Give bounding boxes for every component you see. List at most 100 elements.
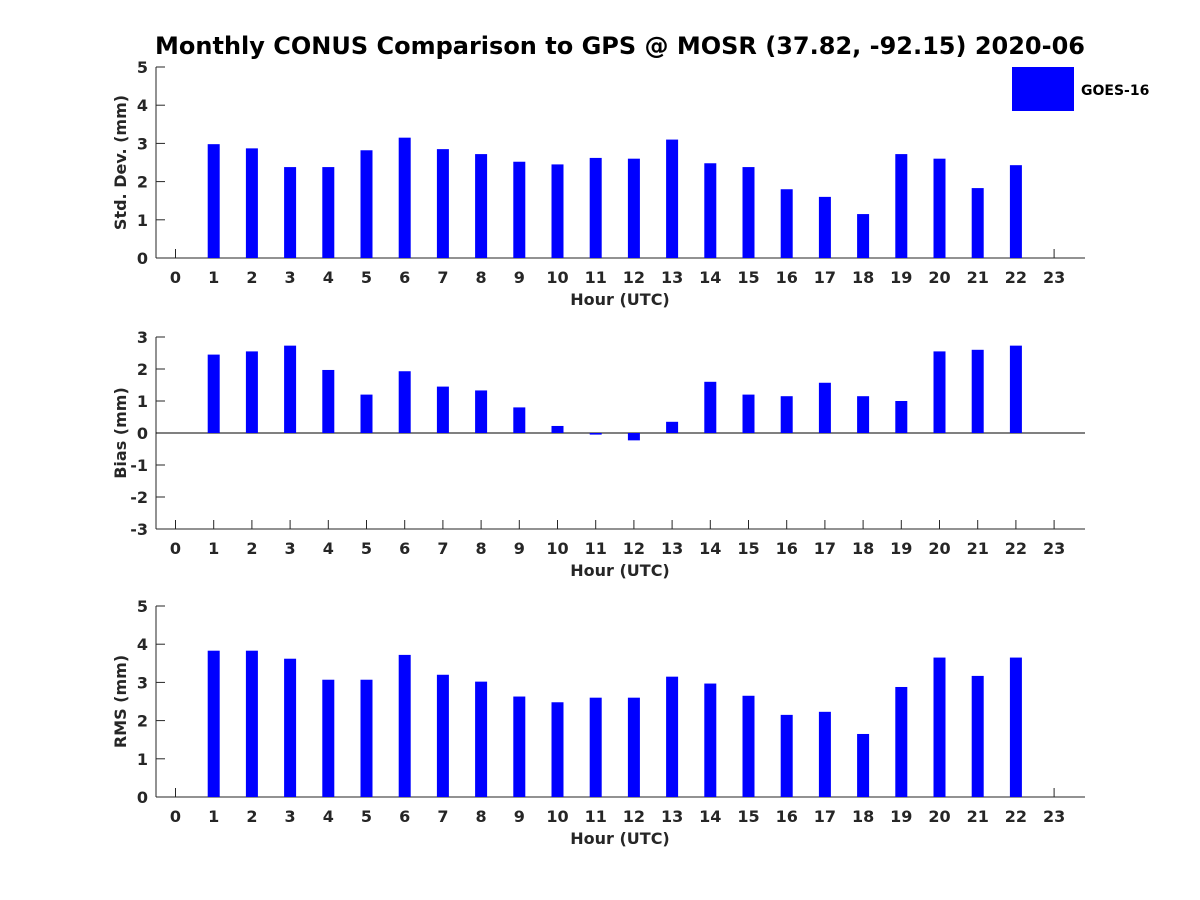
bar-hour-2 — [245, 351, 258, 433]
x-tick-label: 21 — [967, 268, 989, 287]
bar-hour-10 — [551, 425, 564, 433]
x-tick-label: 23 — [1043, 268, 1065, 287]
bar-hour-20 — [933, 657, 946, 797]
y-tick-label: 5 — [137, 58, 148, 77]
bar-hour-19 — [895, 154, 908, 258]
legend-label-goes-16: GOES-16 — [1081, 83, 1149, 99]
x-axis-label: Hour (UTC) — [570, 290, 670, 309]
bar-hour-9 — [513, 407, 526, 433]
bar-hour-17 — [818, 711, 831, 797]
x-tick-label: 10 — [546, 539, 568, 558]
x-tick-label: 22 — [1005, 268, 1027, 287]
bar-hour-21 — [971, 188, 984, 258]
x-tick-label: 3 — [285, 268, 296, 287]
x-tick-label: 4 — [323, 539, 334, 558]
x-tick-label: 14 — [699, 268, 721, 287]
x-tick-label: 16 — [776, 807, 798, 826]
x-tick-label: 0 — [170, 268, 181, 287]
y-tick-label: 0 — [137, 788, 148, 807]
y-tick-label: 3 — [137, 328, 148, 347]
bar-hour-4 — [322, 369, 335, 433]
bar-hour-12 — [627, 158, 640, 258]
x-tick-label: 12 — [623, 539, 645, 558]
bar-hour-21 — [971, 675, 984, 797]
bar-hour-12 — [627, 433, 640, 441]
x-tick-label: 8 — [476, 539, 487, 558]
x-tick-label: 13 — [661, 807, 683, 826]
bar-hour-2 — [245, 650, 258, 797]
x-tick-label: 21 — [967, 807, 989, 826]
x-axis-label: Hour (UTC) — [570, 561, 670, 580]
bar-hour-11 — [589, 433, 602, 435]
x-tick-label: 8 — [476, 807, 487, 826]
x-tick-label: 20 — [928, 807, 950, 826]
x-tick-label: 2 — [246, 268, 257, 287]
bar-hour-6 — [398, 654, 411, 797]
y-tick-label: 1 — [137, 392, 148, 411]
x-tick-label: 14 — [699, 539, 721, 558]
x-tick-label: 17 — [814, 807, 836, 826]
x-tick-label: 7 — [437, 539, 448, 558]
bar-hour-15 — [742, 167, 755, 258]
x-tick-label: 21 — [967, 539, 989, 558]
x-tick-label: 16 — [776, 539, 798, 558]
bar-hour-2 — [245, 148, 258, 258]
x-tick-label: 11 — [585, 807, 607, 826]
bar-hour-3 — [284, 167, 297, 258]
y-tick-label: -3 — [130, 520, 148, 539]
bar-hour-11 — [589, 697, 602, 797]
x-tick-label: 11 — [585, 268, 607, 287]
legend: GOES-16 — [1012, 67, 1149, 111]
x-tick-label: 13 — [661, 268, 683, 287]
y-tick-label: 4 — [137, 96, 148, 115]
bar-hour-1 — [207, 650, 220, 797]
x-tick-label: 10 — [546, 268, 568, 287]
y-tick-label: 2 — [137, 173, 148, 192]
x-tick-label: 5 — [361, 807, 372, 826]
x-tick-label: 0 — [170, 807, 181, 826]
x-tick-label: 22 — [1005, 539, 1027, 558]
bar-hour-13 — [666, 139, 679, 258]
x-tick-label: 9 — [514, 539, 525, 558]
bar-hour-14 — [704, 381, 717, 433]
bar-hour-4 — [322, 167, 335, 258]
y-tick-label: 1 — [137, 211, 148, 230]
x-tick-label: 18 — [852, 807, 874, 826]
bar-hour-21 — [971, 349, 984, 433]
bar-hour-19 — [895, 686, 908, 797]
x-tick-label: 15 — [737, 539, 759, 558]
y-axis-label: RMS (mm) — [111, 655, 130, 748]
y-axis-label: Bias (mm) — [111, 387, 130, 479]
bar-hour-9 — [513, 696, 526, 797]
x-tick-label: 14 — [699, 807, 721, 826]
x-tick-label: 23 — [1043, 807, 1065, 826]
x-tick-label: 15 — [737, 807, 759, 826]
bar-hour-18 — [857, 396, 870, 433]
x-tick-label: 17 — [814, 268, 836, 287]
y-tick-label: -1 — [130, 456, 148, 475]
x-tick-label: 12 — [623, 807, 645, 826]
x-tick-label: 6 — [399, 807, 410, 826]
x-tick-label: 13 — [661, 539, 683, 558]
y-tick-label: 4 — [137, 635, 148, 654]
bar-hour-18 — [857, 733, 870, 797]
y-tick-label: 2 — [137, 360, 148, 379]
bar-hour-15 — [742, 394, 755, 433]
x-tick-label: 1 — [208, 539, 219, 558]
bar-hour-3 — [284, 345, 297, 433]
y-tick-label: -2 — [130, 488, 148, 507]
bar-hour-10 — [551, 164, 564, 258]
x-tick-label: 5 — [361, 268, 372, 287]
y-tick-label: 1 — [137, 750, 148, 769]
x-tick-label: 19 — [890, 807, 912, 826]
legend-swatch-goes-16 — [1012, 67, 1074, 111]
x-tick-label: 7 — [437, 268, 448, 287]
y-tick-label: 2 — [137, 712, 148, 731]
bar-hour-14 — [704, 163, 717, 258]
bar-hour-13 — [666, 421, 679, 433]
x-tick-label: 16 — [776, 268, 798, 287]
x-tick-label: 3 — [285, 807, 296, 826]
bar-hour-5 — [360, 150, 373, 258]
